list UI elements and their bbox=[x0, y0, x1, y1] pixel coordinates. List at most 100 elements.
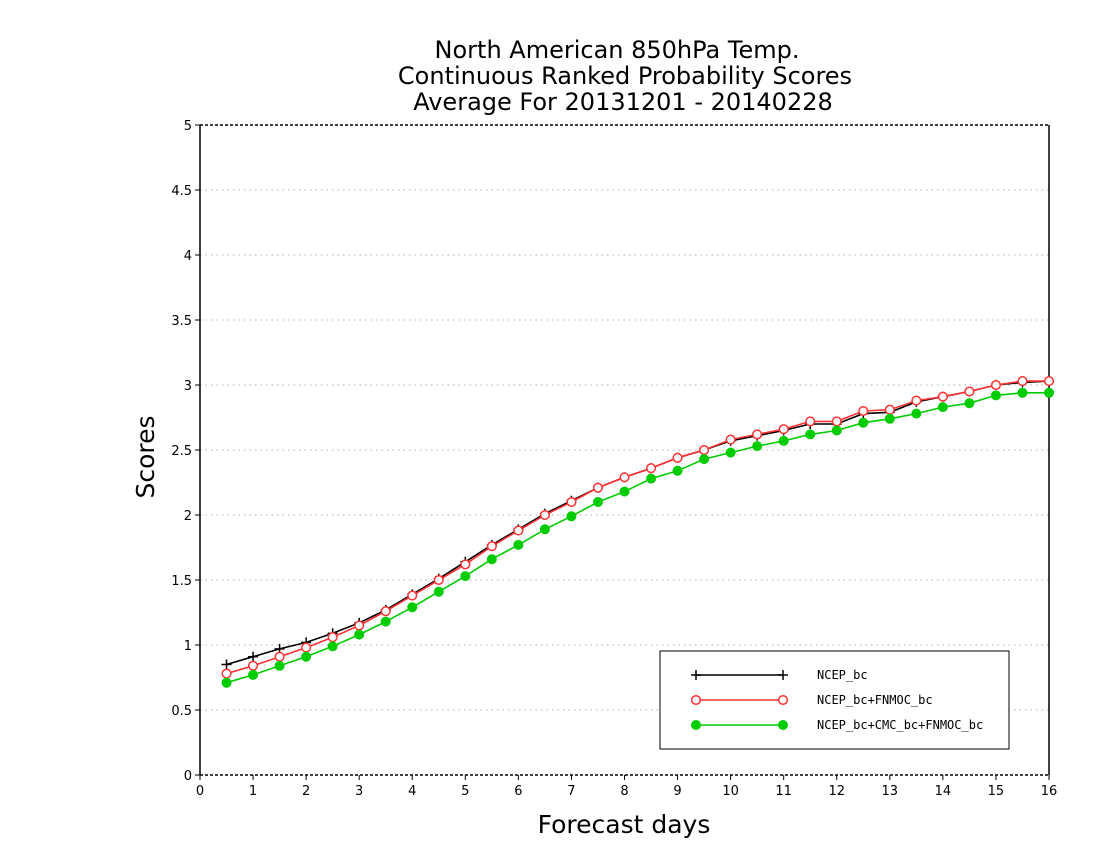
y-tick-label: 3 bbox=[184, 379, 192, 394]
x-tick-label: 10 bbox=[722, 784, 739, 799]
data-point bbox=[990, 379, 1001, 391]
data-point bbox=[301, 642, 312, 653]
legend-marker bbox=[778, 720, 788, 730]
axes: 00.511.522.533.544.550 1 2 3 4 5 6 7 8 9 10 11 12 13 1… bbox=[171, 119, 1057, 799]
data-point bbox=[221, 677, 232, 688]
x-tick-label: 11 bbox=[775, 784, 792, 799]
data-point bbox=[433, 574, 444, 586]
data-point bbox=[407, 590, 418, 601]
data-point bbox=[725, 434, 736, 445]
x-tick-label: 6 bbox=[514, 784, 522, 799]
data-point bbox=[354, 620, 365, 631]
legend-label: NCEP_bc+FNMOC_bc bbox=[817, 693, 933, 707]
data-point bbox=[513, 539, 524, 550]
chart-title-line-3: Average For 20131201 - 20140228 bbox=[413, 88, 833, 116]
y-tick-label: 2 bbox=[184, 509, 192, 524]
data-point bbox=[699, 444, 710, 456]
series-1 bbox=[221, 376, 1055, 679]
data-point bbox=[778, 435, 789, 446]
data-point bbox=[858, 405, 869, 417]
data-point bbox=[248, 669, 259, 680]
data-point bbox=[752, 429, 763, 440]
x-tick-label: 7 bbox=[567, 784, 575, 799]
data-point bbox=[486, 541, 497, 552]
data-point bbox=[990, 390, 1001, 401]
data-point bbox=[805, 429, 816, 440]
data-point bbox=[274, 651, 285, 662]
y-tick-label: 2.5 bbox=[171, 444, 192, 459]
data-point bbox=[539, 509, 550, 521]
data-point bbox=[778, 424, 789, 435]
y-tick-label: 1 bbox=[184, 639, 192, 654]
data-point bbox=[699, 454, 710, 465]
series-0 bbox=[221, 376, 1054, 670]
y-tick-label: 1.5 bbox=[171, 574, 192, 589]
data-point bbox=[911, 408, 922, 419]
x-axis-label: Forecast days bbox=[538, 810, 711, 839]
series-line bbox=[226, 380, 1049, 675]
x-tick-label: 5 bbox=[461, 784, 469, 799]
data-point bbox=[566, 496, 577, 508]
legend-label: NCEP_bc+CMC_bc+FNMOC_bc bbox=[817, 718, 983, 732]
x-tick-label: 14 bbox=[935, 784, 952, 799]
legend-marker bbox=[778, 670, 788, 680]
y-tick-label: 0.5 bbox=[171, 704, 192, 719]
data-point bbox=[964, 386, 975, 397]
series-2 bbox=[221, 387, 1054, 688]
data-point bbox=[858, 417, 869, 428]
data-point bbox=[248, 651, 259, 662]
data-point bbox=[486, 554, 497, 565]
data-point bbox=[646, 473, 657, 484]
data-point bbox=[354, 629, 365, 640]
data-point bbox=[1017, 387, 1028, 398]
data-point bbox=[513, 525, 524, 536]
x-tick-label: 12 bbox=[828, 784, 845, 799]
data-point bbox=[725, 447, 736, 458]
data-point bbox=[460, 559, 471, 570]
legend-item-2: NCEP_bc+CMC_bc+FNMOC_bc bbox=[691, 718, 983, 732]
data-point bbox=[619, 472, 630, 483]
data-point bbox=[831, 416, 842, 427]
data-point bbox=[221, 668, 232, 679]
legend-marker bbox=[691, 670, 701, 680]
x-tick-label: 16 bbox=[1041, 784, 1058, 799]
data-point bbox=[460, 571, 471, 582]
data-point bbox=[884, 404, 895, 415]
data-point bbox=[539, 524, 550, 535]
data-point bbox=[831, 425, 842, 436]
data-point bbox=[433, 586, 444, 597]
chart-title-line-1: North American 850hPa Temp. bbox=[435, 36, 800, 64]
data-point bbox=[1044, 387, 1054, 398]
y-tick-label: 4 bbox=[184, 249, 192, 264]
data-point bbox=[1017, 376, 1028, 387]
series-line bbox=[226, 380, 1050, 666]
data-point bbox=[937, 391, 948, 402]
data-point bbox=[805, 416, 816, 427]
y-axis-label: Scores bbox=[131, 415, 160, 498]
x-tick-label: 4 bbox=[408, 784, 416, 799]
data-point bbox=[645, 463, 657, 474]
data-point bbox=[752, 441, 763, 452]
x-tick-label: 9 bbox=[673, 784, 681, 799]
series-line bbox=[226, 391, 1049, 684]
chart-title-line-2: Continuous Ranked Probability Scores bbox=[398, 62, 852, 90]
grid-lines bbox=[200, 189, 1049, 711]
y-tick-label: 4.5 bbox=[171, 184, 192, 199]
data-point bbox=[301, 651, 312, 662]
x-tick-label: 0 bbox=[196, 784, 204, 799]
legend-marker bbox=[690, 694, 702, 706]
x-tick-label: 1 bbox=[249, 784, 257, 799]
data-point bbox=[592, 482, 604, 493]
data-point bbox=[672, 452, 683, 463]
data-point bbox=[327, 641, 338, 652]
x-tick-label: 3 bbox=[355, 784, 363, 799]
data-point bbox=[566, 511, 577, 522]
data-point bbox=[1043, 376, 1055, 387]
data-point bbox=[327, 632, 338, 643]
data-point bbox=[672, 465, 683, 476]
y-tick-label: 5 bbox=[184, 119, 192, 134]
data-point bbox=[937, 402, 948, 413]
data-point bbox=[248, 660, 259, 671]
data-point bbox=[407, 602, 418, 613]
data-point bbox=[274, 660, 285, 671]
